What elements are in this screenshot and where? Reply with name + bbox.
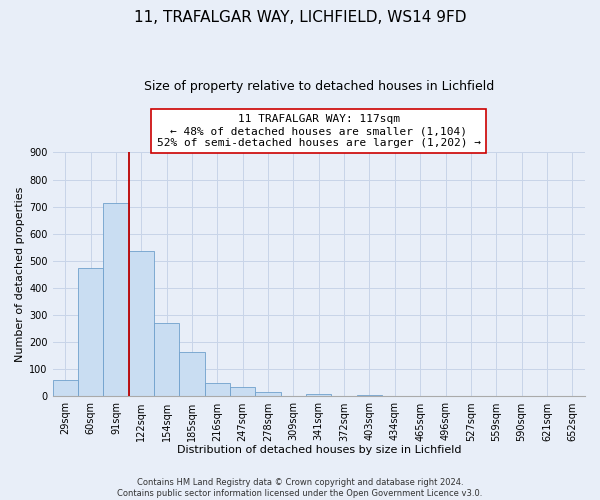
Bar xyxy=(179,352,205,397)
Bar xyxy=(357,395,382,396)
Bar xyxy=(128,252,154,396)
Text: Contains HM Land Registry data © Crown copyright and database right 2024.
Contai: Contains HM Land Registry data © Crown c… xyxy=(118,478,482,498)
Bar xyxy=(205,384,230,396)
Bar xyxy=(103,202,128,396)
Bar xyxy=(306,394,331,396)
Bar xyxy=(53,380,78,396)
Bar xyxy=(78,268,103,396)
Bar xyxy=(154,324,179,396)
X-axis label: Distribution of detached houses by size in Lichfield: Distribution of detached houses by size … xyxy=(176,445,461,455)
Y-axis label: Number of detached properties: Number of detached properties xyxy=(15,187,25,362)
Bar xyxy=(230,387,256,396)
Title: Size of property relative to detached houses in Lichfield: Size of property relative to detached ho… xyxy=(143,80,494,93)
Text: 11 TRAFALGAR WAY: 117sqm
← 48% of detached houses are smaller (1,104)
52% of sem: 11 TRAFALGAR WAY: 117sqm ← 48% of detach… xyxy=(157,114,481,148)
Bar xyxy=(256,392,281,396)
Text: 11, TRAFALGAR WAY, LICHFIELD, WS14 9FD: 11, TRAFALGAR WAY, LICHFIELD, WS14 9FD xyxy=(134,10,466,25)
